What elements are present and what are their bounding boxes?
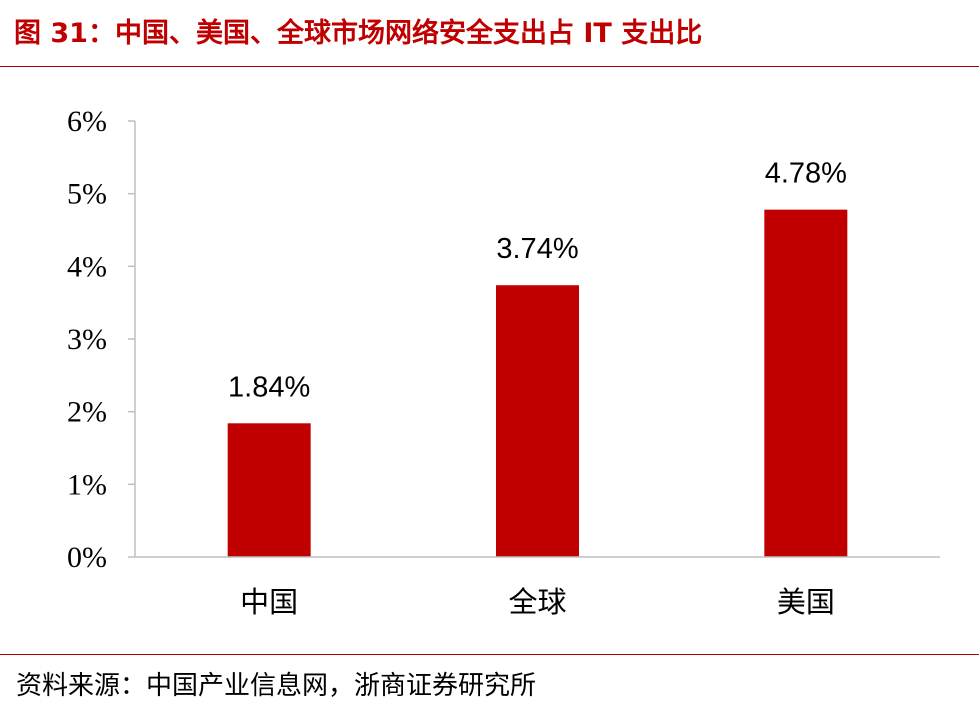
bar (496, 285, 579, 557)
source-note: 资料来源：中国产业信息网，浙商证券研究所 (16, 671, 537, 701)
source-rule (0, 654, 979, 655)
y-tick-label: 0% (67, 541, 107, 574)
y-tick-label: 2% (67, 396, 107, 429)
data-label: 4.78% (765, 158, 847, 190)
y-tick-label: 1% (67, 468, 107, 501)
data-label: 3.74% (496, 233, 578, 265)
x-category-label: 中国 (240, 585, 298, 619)
x-category-label: 美国 (777, 585, 835, 619)
y-tick-label: 5% (67, 178, 107, 211)
bar (227, 423, 311, 557)
bar (764, 209, 848, 558)
x-axis: 中国 全球 美国 (135, 556, 940, 619)
y-tick-label: 3% (67, 323, 107, 356)
data-labels: 1.84% 3.74% 4.78% (228, 158, 847, 404)
data-label: 1.84% (228, 371, 310, 403)
y-tick-label: 4% (67, 250, 107, 283)
title-rule (0, 66, 979, 67)
figure-title: 图 31：中国、美国、全球市场网络安全支出占 IT 支出比 (14, 18, 703, 49)
bars (227, 209, 848, 558)
y-axis: 0% 1% 2% 3% 4% 5% 6% (67, 105, 136, 574)
x-category-label: 全球 (508, 585, 566, 619)
y-tick-label: 6% (67, 105, 107, 138)
